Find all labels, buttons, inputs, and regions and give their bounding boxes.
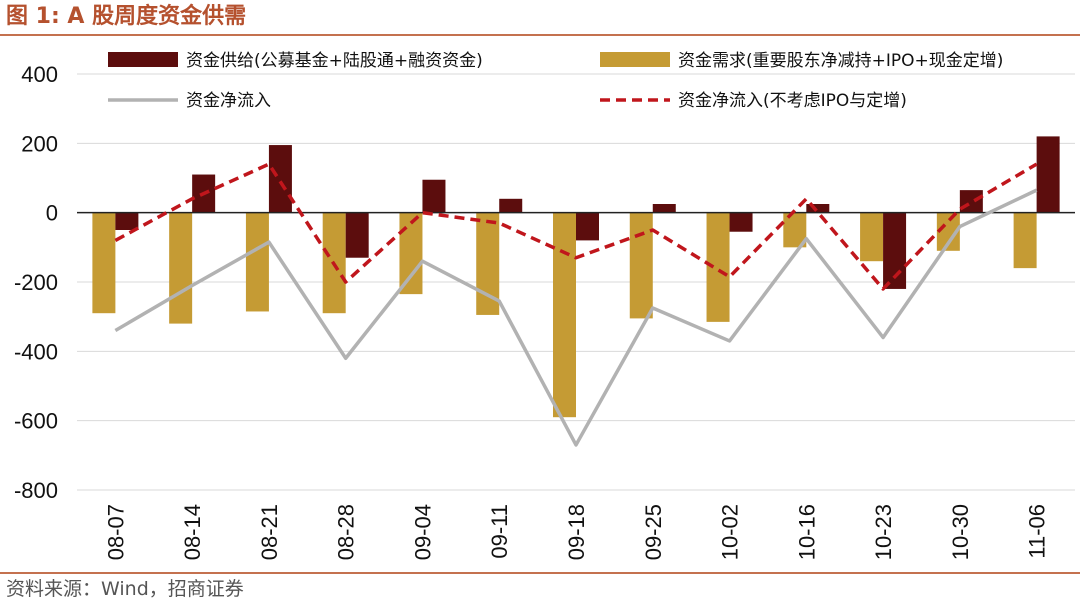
source-note: 资料来源：Wind，招商证券 [6,578,244,600]
x-tick-label: 09-11 [487,504,512,559]
demand-bar [245,212,269,312]
x-tick-label: 09-18 [564,504,589,560]
supply-bar [883,212,907,289]
title-rule [0,34,1080,36]
demand-bar [476,212,500,315]
figure-title: 图 1: A 股周度资金供需 [6,4,247,29]
x-tick-label: 09-04 [410,504,435,560]
supply-bar [1036,136,1060,213]
y-tick-label: -400 [14,339,58,364]
footer-rule [0,572,1080,574]
y-axis-ticks: 400 200 0 -200 -400 -600 -800 [14,62,58,503]
supply-bar [499,198,523,213]
lines [114,162,1038,447]
x-tick-label: 10-02 [718,504,743,560]
x-tick-label: 08-14 [180,504,205,560]
x-tick-label: 11-06 [1025,504,1050,559]
supply-bar [576,212,599,241]
y-tick-label: 200 [21,131,58,156]
net-inflow-line [114,188,1038,447]
x-tick-label: 10-16 [794,504,819,560]
y-tick-label: -200 [14,270,58,295]
x-tick-label: 08-07 [103,504,128,560]
legend-swatch [108,52,178,67]
supply-bar [729,212,753,232]
bars [92,136,1060,418]
demand-bar [706,212,730,322]
demand-bar [629,212,653,319]
legend-label: 资金需求(重要股东净减持+IPO+现金定增) [678,51,1003,71]
legend-label: 资金净流入 [186,91,271,111]
legend-label: 资金净流入(不考虑IPO与定增) [678,91,907,111]
demand-bar [92,212,116,314]
x-tick-label: 10-23 [871,504,896,560]
x-axis-ticks: 08-07 08-14 08-21 08-28 09-04 09-11 09-18 09-25… [103,504,1049,560]
demand-bar [399,212,423,295]
supply-bar [268,145,292,213]
x-tick-label: 08-21 [257,504,282,560]
supply-bar [959,190,983,213]
x-tick-label: 10-30 [948,504,973,560]
y-tick-label: -800 [14,478,58,503]
legend-swatch [600,52,670,67]
y-tick-label: -600 [14,409,58,434]
demand-bar [860,212,884,262]
supply-bar [652,204,676,213]
supply-bar [345,212,369,258]
legend: 资金供给(公募基金+陆股通+融资资金) 资金需求(重要股东净减持+IPO+现金定增… [108,51,1003,111]
supply-bar [115,212,139,230]
demand-bar [783,212,807,248]
demand-bar [936,212,960,251]
legend-label: 资金供给(公募基金+陆股通+融资资金) [186,51,483,71]
y-tick-label: 0 [46,201,58,226]
demand-bar [553,212,576,418]
x-tick-label: 09-25 [641,504,666,560]
net-inflow-excl-line [114,162,1038,291]
demand-bar [169,212,193,324]
grid-lines [77,73,1075,491]
supply-bar [422,179,446,213]
supply-bar [806,204,830,213]
y-tick-label: 400 [21,62,58,87]
x-tick-label: 08-28 [334,504,359,560]
demand-bar [1013,212,1037,269]
